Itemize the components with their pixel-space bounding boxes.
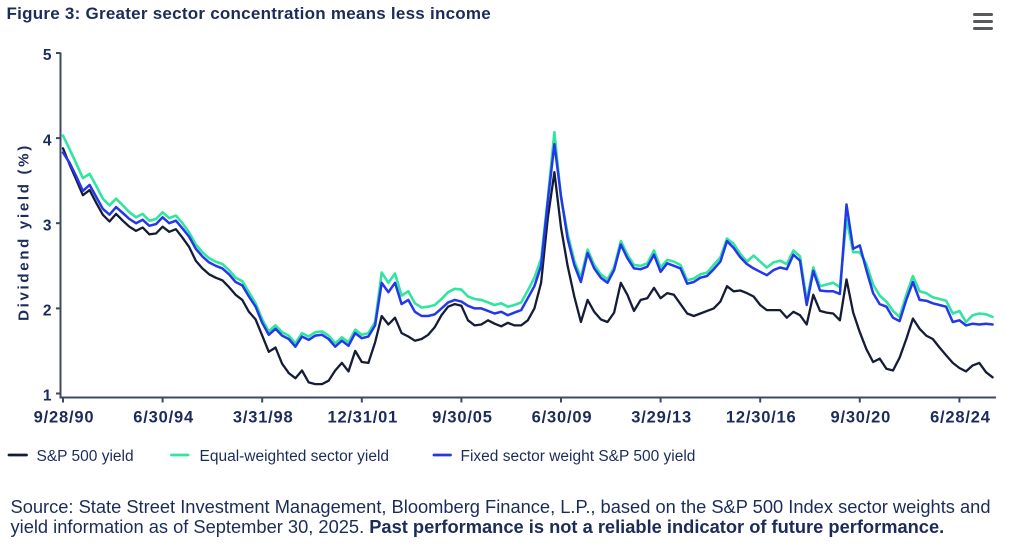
svg-text:Equal-weighted sector yield: Equal-weighted sector yield	[200, 448, 390, 465]
svg-text:6/28/24: 6/28/24	[930, 408, 991, 426]
svg-text:9/28/90: 9/28/90	[34, 408, 95, 426]
svg-text:3/31/98: 3/31/98	[233, 408, 294, 426]
svg-text:4: 4	[43, 132, 52, 149]
svg-text:9/30/20: 9/30/20	[830, 408, 891, 426]
svg-text:9/30/05: 9/30/05	[432, 408, 493, 426]
svg-text:12/30/16: 12/30/16	[726, 408, 797, 426]
svg-text:S&P 500 yield: S&P 500 yield	[37, 448, 134, 465]
svg-text:12/31/01: 12/31/01	[327, 408, 398, 426]
svg-text:2: 2	[43, 303, 52, 320]
svg-text:3/29/13: 3/29/13	[631, 408, 692, 426]
svg-text:1: 1	[43, 388, 52, 405]
svg-text:Fixed sector weight S&P 500 yi: Fixed sector weight S&P 500 yield	[461, 448, 696, 465]
svg-text:Dividend yield (%): Dividend yield (%)	[16, 143, 33, 321]
svg-text:6/30/09: 6/30/09	[532, 408, 593, 426]
svg-text:6/30/94: 6/30/94	[133, 408, 194, 426]
svg-text:3: 3	[43, 217, 52, 234]
svg-text:5: 5	[43, 47, 52, 64]
